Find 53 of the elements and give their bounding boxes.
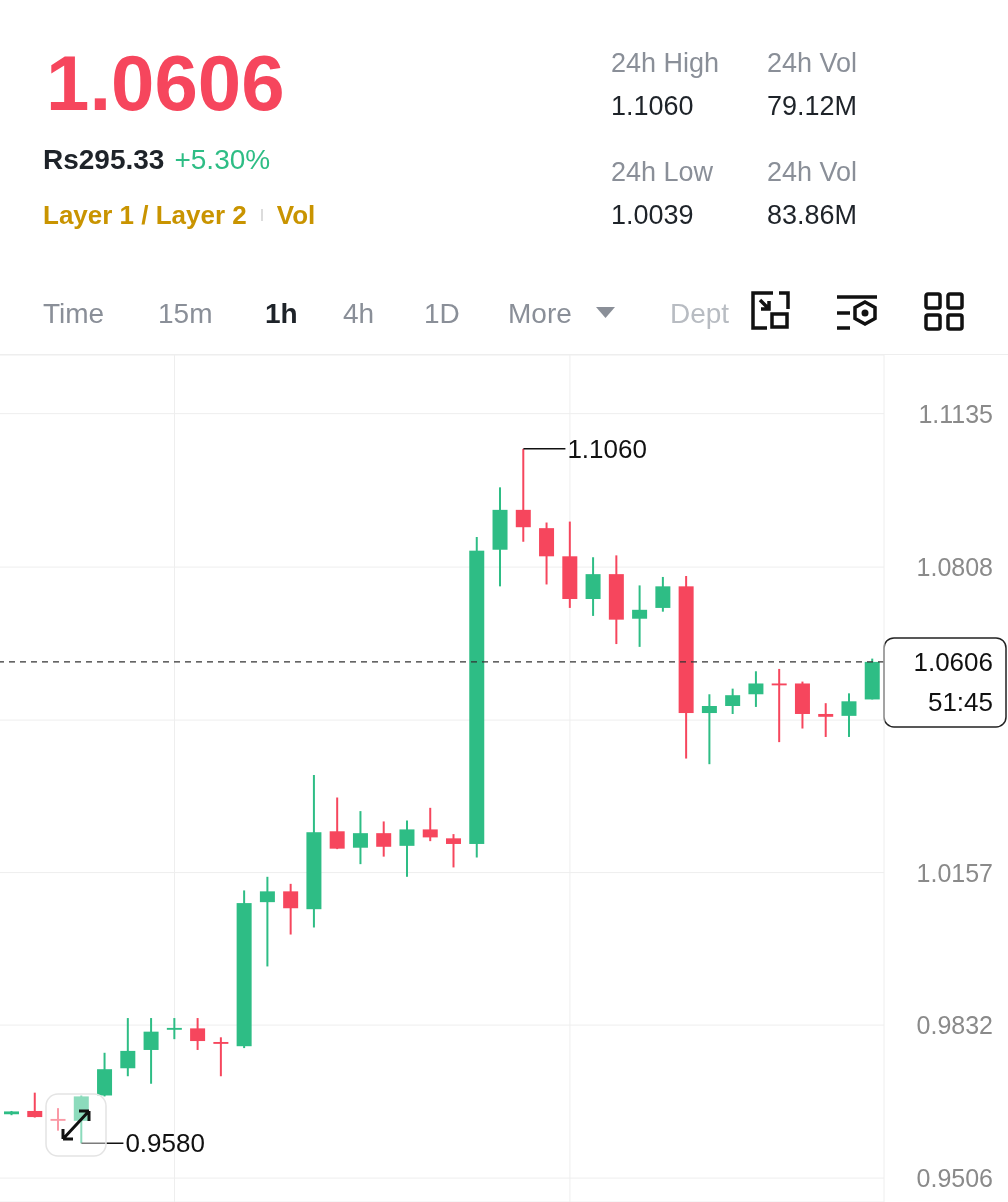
candlestick (352, 810, 368, 866)
candlestick (701, 693, 717, 766)
candlestick (748, 670, 764, 708)
text: Layer 1 / Layer 2 (43, 200, 247, 230)
text: More (508, 298, 572, 329)
text: 51:45 (927, 686, 993, 717)
candlestick (27, 1091, 43, 1119)
text: 24h High (611, 47, 720, 78)
candlestick (446, 833, 461, 869)
text: Dept (670, 298, 730, 329)
candlestick (143, 1017, 159, 1085)
candlestick (422, 806, 438, 843)
text: 1.0606 (46, 39, 285, 127)
y-tick-label: 1.0808 (916, 553, 993, 582)
candlestick (655, 575, 671, 613)
candlestick (632, 584, 648, 648)
candlestick (259, 875, 275, 968)
text: 1h (265, 298, 298, 329)
y-tick-label: 1.1135 (918, 399, 993, 428)
candlestick (841, 692, 857, 738)
text: 83.86M (767, 199, 858, 230)
candlestick (725, 687, 741, 715)
y-tick-label: 0.9506 (916, 1164, 993, 1193)
text: 1.1060 (611, 90, 694, 121)
candlestick (120, 1017, 136, 1078)
text: 4h (343, 298, 375, 329)
text: 79.12M (767, 90, 858, 121)
text: 24h Vol (767, 156, 858, 187)
candlestick (166, 1017, 182, 1041)
candlestick (190, 1017, 206, 1051)
text: 15m (158, 298, 213, 329)
text: Time (43, 298, 105, 329)
text: 1.0039 (611, 199, 694, 230)
text: Rs295.33 (43, 144, 165, 175)
candlestick (515, 447, 531, 543)
ref-line-label: 1.0606 (913, 646, 993, 677)
candlestick (213, 1036, 229, 1078)
annotation: 0.9580 (125, 1128, 205, 1159)
text: Vol (276, 200, 316, 230)
candlestick (771, 667, 787, 744)
text: 24h Vol (767, 47, 858, 78)
candlestick (329, 796, 345, 851)
candlestick (50, 1107, 66, 1132)
annotation: 1.1060 (567, 433, 647, 464)
candlestick (399, 819, 415, 878)
text: 1D (424, 298, 460, 329)
candlestick (283, 882, 299, 936)
y-tick-label: 0.9832 (916, 1011, 993, 1040)
candlestick (376, 820, 392, 858)
text: +5.30% (174, 144, 271, 175)
y-tick-label: 1.0157 (916, 858, 993, 887)
text: 24h Low (611, 156, 714, 187)
candlestick (818, 702, 834, 738)
